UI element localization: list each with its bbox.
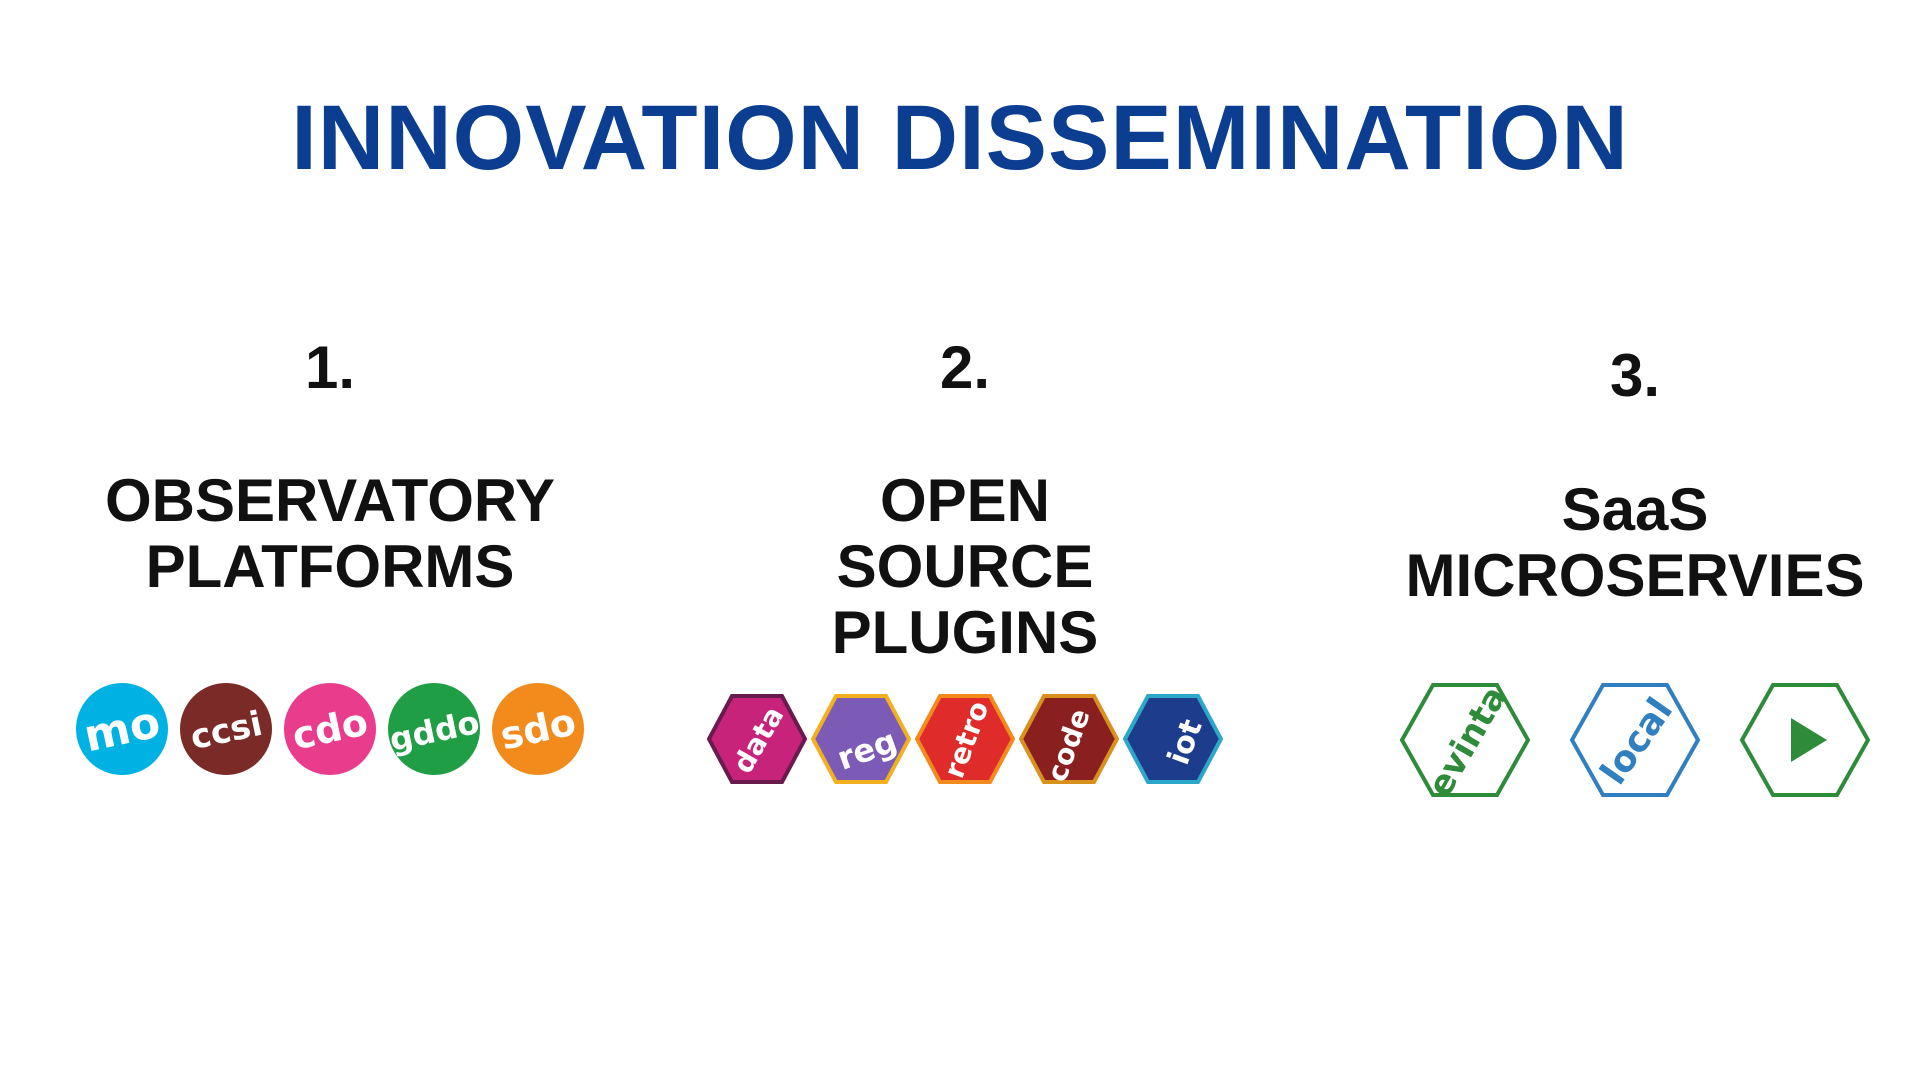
logo-row: mo ccsi cdo gddo sdo: [40, 682, 620, 776]
play-icon: [1791, 718, 1827, 762]
gddo-logo-icon: gddo: [387, 682, 481, 776]
data-plugin-icon: data: [707, 694, 807, 784]
sdo-logo-icon: sdo: [491, 682, 585, 776]
column-number: 1.: [304, 334, 356, 401]
cdo-logo-icon: cdo: [283, 682, 377, 776]
logo-row: evinta local: [1370, 682, 1900, 798]
column-heading-line: SOURCE: [836, 533, 1094, 600]
retro-plugin-icon: retro: [915, 694, 1015, 784]
play-service-icon: [1739, 682, 1871, 798]
column-heading: OPEN SOURCE PLUGINS: [680, 468, 1250, 666]
column-heading-line: PLUGINS: [831, 599, 1099, 666]
column-number: 3.: [1609, 342, 1661, 409]
evinta-service-icon: evinta: [1399, 682, 1531, 798]
code-plugin-icon: code: [1019, 694, 1119, 784]
column-heading: SaaS MICROSERVIES: [1370, 477, 1900, 609]
iot-plugin-icon: iot: [1123, 694, 1223, 784]
column-heading-line: MICROSERVIES: [1405, 542, 1865, 609]
reg-plugin-icon: reg: [811, 694, 911, 784]
column-heading-line: SaaS: [1561, 476, 1709, 543]
ccsi-logo-icon: ccsi: [179, 682, 273, 776]
mo-logo-icon: mo: [75, 682, 169, 776]
page-title: INNOVATION DISSEMINATION: [291, 87, 1629, 189]
local-service-icon: local: [1569, 682, 1701, 798]
column-number: 2.: [939, 334, 991, 401]
column-heading: OBSERVATORY PLATFORMS: [40, 468, 620, 600]
logo-row: data reg retro code: [680, 694, 1250, 784]
column-heading-line: OBSERVATORY: [104, 467, 556, 534]
column-heading-line: PLATFORMS: [145, 533, 515, 600]
column-heading-line: OPEN: [879, 467, 1051, 534]
